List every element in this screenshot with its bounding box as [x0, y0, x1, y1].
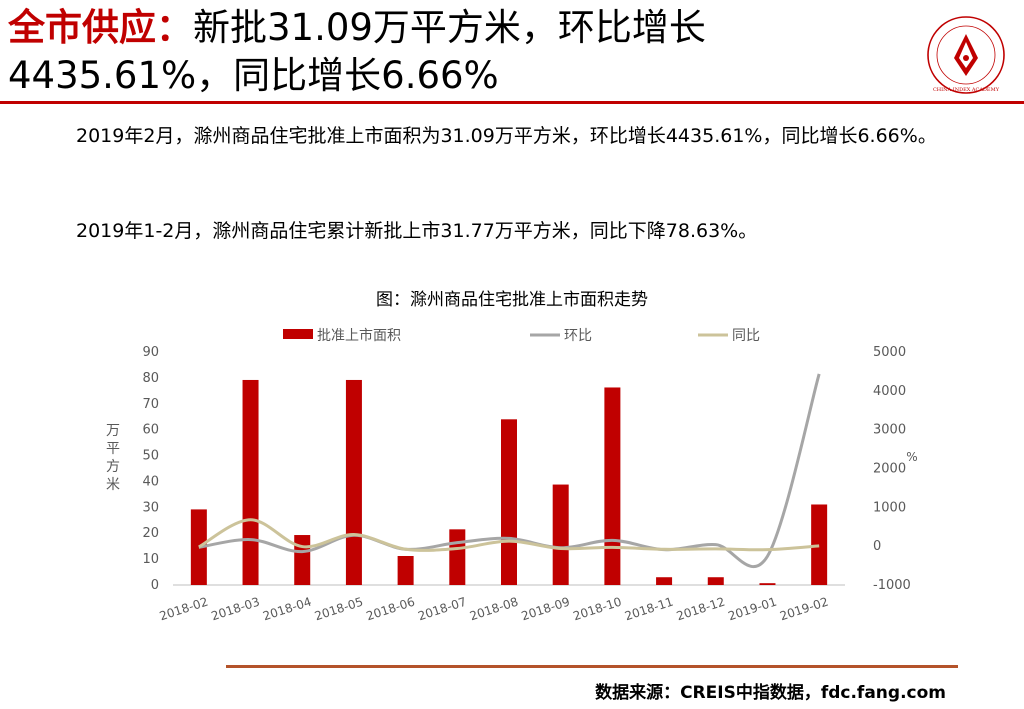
y-right-tick-label: 2000 [873, 462, 906, 477]
x-tick-label: 2019-01 [726, 595, 778, 624]
y-right-tick-label: -1000 [873, 578, 911, 593]
y-left-tick-label: 30 [142, 500, 159, 515]
y-left-tick-label: 80 [142, 371, 159, 386]
legend-label: 同比 [732, 328, 760, 344]
x-tick-label: 2018-12 [675, 595, 727, 624]
bar [759, 583, 776, 585]
x-tick-label: 2018-06 [365, 595, 417, 624]
x-tick-label: 2018-04 [261, 595, 313, 624]
y-right-tick-label: 1000 [873, 500, 906, 515]
x-tick-label: 2018-05 [313, 595, 365, 624]
bar [656, 577, 673, 585]
china-index-academy-logo: CHINA INDEX ACADEMY [927, 16, 1005, 94]
y-right-axis-label: % [906, 450, 917, 464]
y-right-tick-label: 3000 [873, 423, 906, 438]
bar [604, 387, 621, 585]
y-left-axis-label-char: 万 [106, 423, 120, 439]
bar [345, 379, 362, 585]
bar [397, 556, 414, 585]
y-left-tick-label: 10 [142, 552, 159, 567]
x-tick-label: 2018-08 [468, 595, 520, 624]
bar [242, 379, 259, 585]
x-tick-label: 2018-03 [209, 595, 261, 624]
logo-lettering: CHINA INDEX ACADEMY [933, 87, 1000, 93]
y-left-tick-label: 70 [142, 397, 159, 412]
legend-swatch [283, 329, 313, 339]
title-divider [0, 101, 1024, 104]
legend-label: 环比 [564, 328, 592, 344]
chart-title: 图：滁州商品住宅批准上市面积走势 [376, 290, 648, 310]
footer-divider [226, 665, 958, 668]
y-left-axis-label-char: 平 [106, 441, 120, 457]
title-rest: 新批31.09万平方米，环比增长4435.61%，同比增长6.66% [8, 6, 706, 97]
y-left-tick-label: 50 [142, 449, 159, 464]
y-left-axis-label-char: 方 [106, 459, 120, 475]
y-left-tick-label: 0 [151, 578, 159, 593]
bar [294, 535, 311, 585]
y-left-tick-label: 20 [142, 526, 159, 541]
x-tick-label: 2018-09 [520, 595, 572, 624]
x-tick-label: 2018-02 [158, 595, 210, 624]
page-title: 全市供应：新批31.09万平方米，环比增长4435.61%，同比增长6.66% [8, 4, 908, 100]
bar [449, 529, 466, 585]
area-trend-chart: 0 10 20 30 40 50 60 70 80 90 -1000 0 1000 2000 3000 400… [106, 327, 918, 624]
y-left-axis-label-char: 米 [106, 477, 120, 493]
x-tick-label: 2018-11 [623, 595, 675, 624]
y-right-tick-label: 5000 [873, 345, 906, 360]
series-line [198, 373, 821, 568]
x-tick-label: 2019-02 [778, 595, 830, 624]
x-tick-label: 2018-10 [571, 595, 623, 624]
legend-label: 批准上市面积 [317, 327, 401, 344]
bar [501, 419, 517, 585]
summary-paragraph-1: 2019年2月，滁州商品住宅批准上市面积为31.09万平方米，环比增长4435.… [76, 125, 937, 147]
bar [811, 504, 828, 585]
y-left-tick-label: 60 [142, 423, 159, 438]
summary-paragraph-2: 2019年1-2月，滁州商品住宅累计新批上市31.77万平方米，同比下降78.6… [76, 220, 758, 242]
y-right-tick-label: 0 [873, 539, 881, 554]
bar [707, 577, 724, 585]
series-line [198, 518, 820, 552]
data-source: 数据来源：CREIS中指数据，fdc.fang.com [595, 683, 946, 703]
y-right-tick-label: 4000 [873, 384, 906, 399]
bar [552, 484, 569, 585]
x-tick-label: 2018-07 [416, 595, 468, 624]
y-left-tick-label: 90 [142, 345, 159, 360]
y-left-tick-label: 40 [142, 474, 159, 489]
title-lead: 全市供应： [8, 6, 193, 49]
